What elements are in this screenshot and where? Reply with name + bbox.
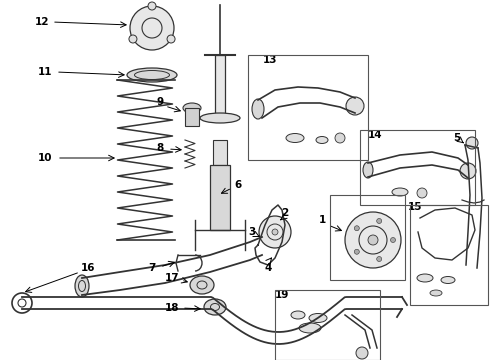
Circle shape	[417, 188, 427, 198]
Ellipse shape	[286, 134, 304, 143]
Text: 16: 16	[81, 263, 95, 273]
Circle shape	[377, 257, 382, 261]
Ellipse shape	[441, 276, 455, 284]
Ellipse shape	[127, 68, 177, 82]
Circle shape	[129, 35, 137, 43]
Ellipse shape	[430, 290, 442, 296]
Bar	[185, 108, 199, 126]
Bar	[213, 140, 227, 165]
Circle shape	[148, 2, 156, 10]
Ellipse shape	[417, 274, 433, 282]
Text: 1: 1	[318, 215, 326, 225]
Ellipse shape	[316, 136, 328, 144]
Circle shape	[356, 347, 368, 359]
Bar	[248, 55, 368, 160]
Circle shape	[377, 219, 382, 224]
Circle shape	[368, 235, 378, 245]
Ellipse shape	[183, 103, 201, 113]
Circle shape	[354, 249, 359, 254]
Text: 13: 13	[263, 55, 277, 65]
Text: 4: 4	[264, 263, 271, 273]
Circle shape	[391, 238, 395, 243]
Circle shape	[335, 133, 345, 143]
Bar	[275, 290, 380, 360]
Text: 8: 8	[156, 143, 164, 153]
Bar	[215, 55, 225, 115]
Circle shape	[466, 137, 478, 149]
Ellipse shape	[291, 311, 305, 319]
Text: 15: 15	[408, 202, 422, 212]
Ellipse shape	[299, 323, 321, 333]
Text: 14: 14	[368, 130, 382, 140]
Bar	[360, 130, 475, 205]
Text: 12: 12	[35, 17, 49, 27]
Text: 3: 3	[248, 227, 256, 237]
Circle shape	[259, 216, 291, 248]
Circle shape	[130, 6, 174, 50]
Ellipse shape	[252, 99, 264, 119]
Ellipse shape	[75, 275, 89, 297]
Circle shape	[354, 226, 359, 231]
Circle shape	[272, 229, 278, 235]
Bar	[210, 165, 230, 230]
Text: 7: 7	[148, 263, 156, 273]
Text: 10: 10	[38, 153, 52, 163]
Ellipse shape	[190, 276, 214, 294]
Ellipse shape	[204, 299, 226, 315]
Ellipse shape	[309, 314, 327, 323]
Text: 18: 18	[165, 303, 179, 313]
Bar	[410, 205, 488, 305]
Text: 5: 5	[453, 133, 461, 143]
Circle shape	[460, 163, 476, 179]
Text: 17: 17	[165, 273, 179, 283]
Text: 11: 11	[38, 67, 52, 77]
Text: 6: 6	[234, 180, 242, 190]
Text: 9: 9	[156, 97, 164, 107]
Ellipse shape	[363, 162, 373, 178]
Circle shape	[345, 212, 401, 268]
Bar	[330, 195, 405, 280]
Ellipse shape	[200, 113, 240, 123]
Circle shape	[167, 35, 175, 43]
Circle shape	[346, 97, 364, 115]
Ellipse shape	[392, 188, 408, 196]
Text: 2: 2	[281, 208, 289, 218]
Text: 19: 19	[275, 290, 289, 300]
